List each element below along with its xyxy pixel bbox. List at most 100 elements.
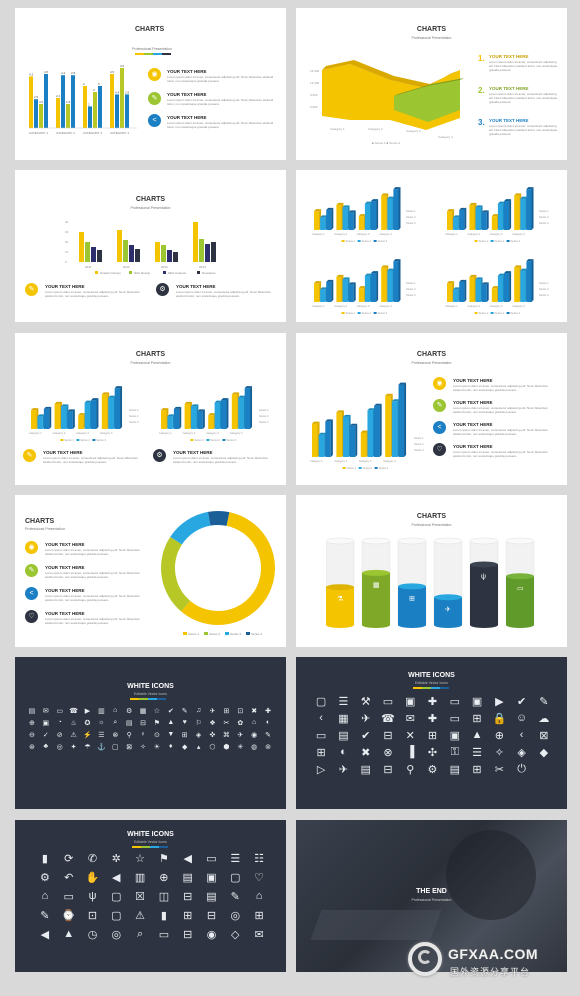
x-tick: Category 3 xyxy=(76,431,89,435)
bar-top xyxy=(101,392,110,395)
data-label: 2.8 xyxy=(125,90,130,94)
bar-top xyxy=(371,271,379,274)
icon: ✎ xyxy=(230,891,240,903)
bar-top xyxy=(67,409,75,412)
bar-front xyxy=(101,394,108,429)
item-body: Lorem ipsum dolor sit amet, consectetur … xyxy=(176,290,271,298)
bar xyxy=(115,94,119,128)
slide-yearly-chart[interactable]: CHARTS Professional Presentation 40 30 20 1… xyxy=(15,170,286,322)
x-tick: 2011 xyxy=(85,265,92,269)
icon: ♥ xyxy=(182,719,187,726)
icon: ▲ xyxy=(167,719,175,726)
bar-top xyxy=(469,202,477,205)
bar-front xyxy=(387,270,393,302)
series-label: Series 1 xyxy=(259,408,269,412)
icon: ✎ xyxy=(181,708,188,715)
bar-top xyxy=(320,215,328,218)
icon: ▴ xyxy=(196,744,201,751)
icon: ▶ xyxy=(495,696,504,708)
icon: ◉ xyxy=(206,929,217,941)
icon: ⊠ xyxy=(126,744,133,751)
legend-swatch xyxy=(341,312,345,314)
icon: ⊕ xyxy=(159,872,169,884)
slide-title: CHARTS xyxy=(135,351,166,358)
icon: ♀ xyxy=(140,731,146,738)
bar-side xyxy=(464,279,467,302)
bar-top xyxy=(336,410,344,413)
icon: ⚠ xyxy=(70,732,77,739)
icon: ⊟ xyxy=(383,764,393,776)
icon: ◀ xyxy=(40,929,50,941)
legend-label: Series 1 xyxy=(346,311,356,315)
icon: ‹ xyxy=(519,729,524,741)
cylinder-fill xyxy=(326,587,354,625)
bar-front xyxy=(367,410,373,457)
legend-swatch xyxy=(60,439,64,441)
slide-donut-chart[interactable]: CHARTS Professional Presentation ◉ YOUR … xyxy=(15,495,286,647)
cylinder-top xyxy=(505,537,535,545)
cylinder-top xyxy=(326,537,355,545)
bar-front xyxy=(314,211,320,230)
bar-top xyxy=(114,386,123,389)
slide-title: CHARTS xyxy=(416,26,447,33)
3d-bar-chart: Category 1 Category 2 Category 3 Category 4… xyxy=(310,382,424,470)
slide-four-3d-charts[interactable]: Category 1 Category 2 Category 3 Category 4… xyxy=(296,170,567,322)
bar-front xyxy=(43,408,50,429)
slide-bar-chart-list[interactable]: CHARTS Professional Presentation 4.3 2.5 3… xyxy=(15,8,286,160)
bar-front xyxy=(349,425,356,457)
icon: ▭ xyxy=(449,696,460,708)
bar-top xyxy=(381,265,389,268)
slide-title: CHARTS xyxy=(416,351,447,358)
bar-front xyxy=(336,412,342,457)
icon: ◈ xyxy=(517,747,526,759)
bar-side xyxy=(330,419,333,457)
bar-side xyxy=(353,210,356,230)
bar-front xyxy=(387,198,393,230)
bar-top xyxy=(459,207,467,210)
y-tick: 10 xyxy=(65,250,69,254)
bar xyxy=(123,240,128,262)
bar xyxy=(173,252,178,262)
icon: ♫ xyxy=(195,707,202,714)
slide-two-3d-charts[interactable]: CHARTS Professional Presentation Categor… xyxy=(15,333,286,485)
bar-front xyxy=(91,400,97,429)
bar-side xyxy=(49,406,52,429)
slide-white-icons-2[interactable]: WHITE ICONS Editable Vector Icons ▢ ☰ ⚒ ▭ ▣ ✚… xyxy=(296,657,567,809)
slide-cylinder-chart[interactable]: CHARTS Professional Presentation ⚗ ▦ ⊞ ✈ ψ ▭ xyxy=(296,495,567,647)
x-tick: Category 4 xyxy=(379,304,392,308)
bar xyxy=(85,242,90,262)
slide-white-icons-1[interactable]: WHITE ICONS Editable Vector Icons ▤ ✉ ▭ ☎ ▶ ▥… xyxy=(15,657,286,809)
icon: ‹ xyxy=(319,712,323,724)
bar-top xyxy=(364,273,372,276)
x-tick: Category 1 xyxy=(310,459,323,463)
series-label: Series 2 xyxy=(414,442,424,446)
tick-label: CATEGORY 3 xyxy=(83,131,102,135)
slide-area-chart[interactable]: CHARTS Professional Presentation 15,000 … xyxy=(296,8,567,160)
slide-subtitle: Professional Presentation xyxy=(411,523,452,527)
icon: ✳ xyxy=(237,744,244,751)
bar-side xyxy=(226,398,229,429)
x-tick: Category 2 xyxy=(467,304,480,308)
bar-top xyxy=(173,406,182,409)
bar-front xyxy=(326,281,332,302)
item-heading: YOUR TEXT HERE xyxy=(45,542,85,547)
slide-white-icons-3[interactable]: WHITE ICONS Editable Vector Icons ▮ ⟳ ✆ ✲ ☆ ⚑… xyxy=(15,820,286,972)
icon: ☰ xyxy=(230,853,241,865)
bar-front xyxy=(469,276,475,302)
bar-side xyxy=(331,207,334,230)
icon: ☎ xyxy=(69,708,78,715)
legend-label: Series 3 xyxy=(511,311,521,315)
x-tick: Category 4 xyxy=(512,232,525,236)
icon: ⊠ xyxy=(539,730,549,742)
icon: ✖ xyxy=(361,747,371,759)
bar-front xyxy=(514,195,520,230)
icon: ⌚ xyxy=(61,910,76,922)
bar-top xyxy=(514,193,522,196)
x-tick: Category 1 xyxy=(312,232,325,236)
slide-3d-chart-list[interactable]: CHARTS Professional Presentation Categor… xyxy=(296,333,567,485)
bar-front xyxy=(364,275,370,302)
bar-side xyxy=(331,279,334,302)
x-tick: 2013 xyxy=(161,265,168,269)
legend-swatch xyxy=(474,312,478,314)
series-label: Series 1 xyxy=(406,209,416,213)
